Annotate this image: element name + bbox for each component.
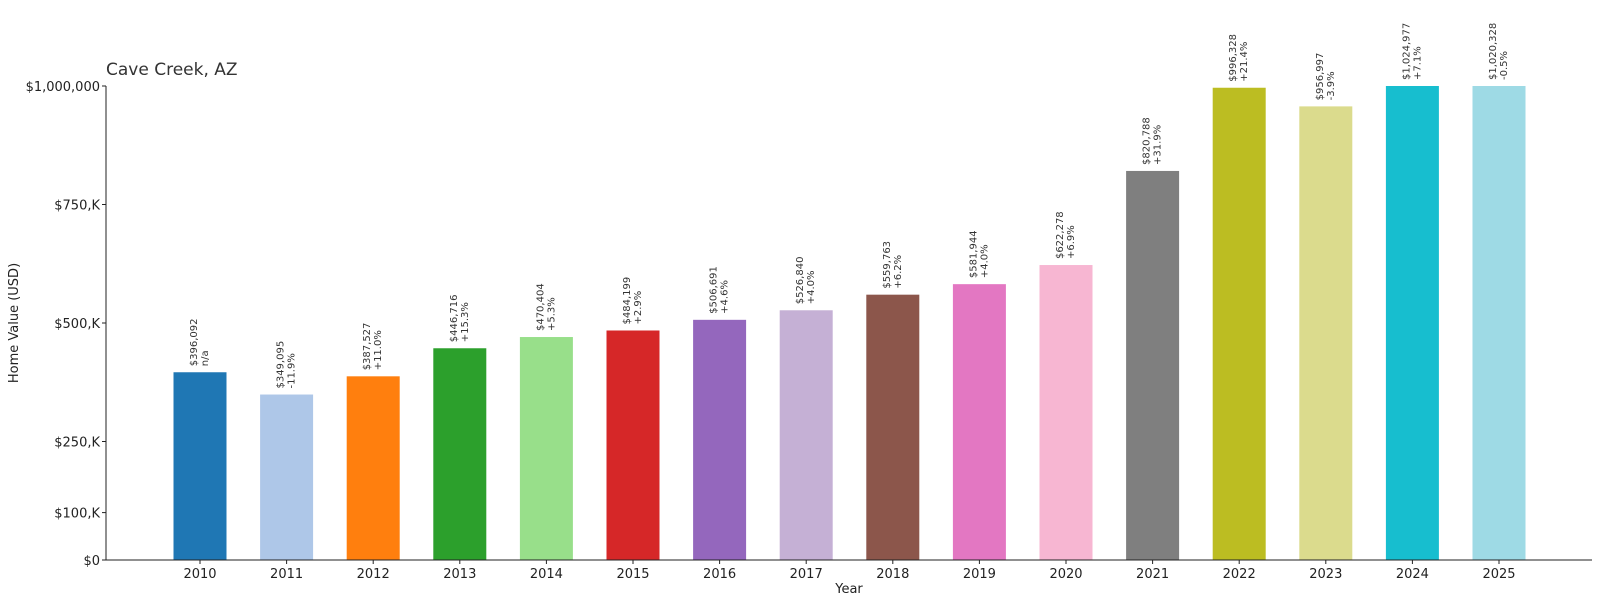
bar-2020 (1039, 265, 1093, 560)
value-label-2010: $396,092 (189, 319, 200, 367)
x-tick-label-2016: 2016 (703, 567, 736, 582)
value-label-2020: $622,278 (1055, 211, 1066, 259)
bar-2015 (606, 330, 660, 560)
data-label-2018: $559,763+6.2% (882, 241, 904, 289)
bar-2025 (1472, 86, 1526, 560)
change-label-2022: +21.4% (1239, 42, 1250, 82)
bar-2024 (1385, 86, 1439, 560)
change-label-2011: -11.9% (287, 353, 298, 388)
bar-2023 (1299, 106, 1353, 560)
data-label-2022: $996,328+21.4% (1228, 34, 1250, 82)
data-label-2014: $470,404+5.3% (535, 283, 557, 331)
value-label-2016: $506,691 (709, 266, 720, 314)
bar-2019 (952, 284, 1006, 560)
bar-2011 (260, 394, 314, 560)
change-label-2019: +4.0% (979, 244, 990, 278)
y-tick-label: $750,K (54, 199, 100, 214)
change-label-2023: -3.9% (1326, 71, 1337, 100)
data-label-2024: $1,024,977+7.1% (1401, 23, 1423, 80)
change-label-2017: +4.0% (806, 270, 817, 304)
change-label-2015: +2.9% (633, 291, 644, 325)
change-label-2024: +7.1% (1412, 46, 1423, 80)
data-label-2011: $349,095-11.9% (276, 341, 298, 389)
y-ticks-group: $0 $100,K $250,K $500,K $750,K $1,000,000 (26, 80, 106, 569)
value-label-2024: $1,024,977 (1401, 23, 1412, 80)
value-label-2022: $996,328 (1228, 34, 1239, 82)
x-tick-label-2017: 2017 (790, 567, 823, 582)
y-tick-label: $1,000,000 (26, 80, 100, 95)
change-label-2018: +6.2% (893, 255, 904, 289)
bar-2012 (346, 376, 400, 560)
change-label-2010: n/a (200, 350, 211, 366)
data-label-2025: $1,020,328-0.5% (1488, 23, 1510, 80)
data-label-2012: $387,527+11.0% (362, 323, 384, 371)
data-label-2023: $956,997-3.9% (1315, 53, 1337, 101)
x-axis-label: Year (834, 582, 863, 597)
value-label-2015: $484,199 (622, 277, 633, 325)
value-label-2021: $820,788 (1142, 117, 1153, 165)
value-label-2018: $559,763 (882, 241, 893, 289)
value-label-2014: $470,404 (535, 283, 546, 331)
bar-2018 (866, 294, 920, 560)
value-label-2017: $526,840 (795, 257, 806, 305)
chart-title: Cave Creek, AZ (106, 60, 238, 80)
x-ticks-group: 2010 2011 2012 2013 2014 2015 2016 2017 2018 2019… (183, 560, 1516, 582)
value-label-2019: $581,944 (968, 230, 979, 278)
x-tick-label-2025: 2025 (1482, 567, 1515, 582)
value-label-2011: $349,095 (276, 341, 287, 389)
change-label-2013: +15.3% (460, 302, 471, 342)
x-tick-label-2022: 2022 (1223, 567, 1256, 582)
value-label-2025: $1,020,328 (1488, 23, 1499, 80)
change-label-2012: +11.0% (373, 330, 384, 370)
y-tick-label: $500,K (54, 317, 100, 332)
x-tick-label-2013: 2013 (443, 567, 476, 582)
x-tick-label-2019: 2019 (963, 567, 996, 582)
y-tick-label: $100,K (54, 507, 100, 522)
change-label-2020: +6.9% (1066, 225, 1077, 259)
bar-2021 (1126, 170, 1180, 561)
y-tick-label: $0 (83, 554, 100, 569)
x-tick-label-2011: 2011 (270, 567, 303, 582)
change-label-2014: +5.3% (546, 297, 557, 331)
x-tick-label-2015: 2015 (616, 567, 649, 582)
data-label-2013: $446,716+15.3% (449, 295, 471, 343)
change-label-2025: -0.5% (1499, 51, 1510, 80)
y-axis-label: Home Value (USD) (7, 263, 22, 383)
bars-group (173, 86, 1526, 561)
value-label-2013: $446,716 (449, 295, 460, 343)
x-tick-label-2021: 2021 (1136, 567, 1169, 582)
data-label-2021: $820,788+31.9% (1142, 117, 1164, 165)
value-label-2023: $956,997 (1315, 53, 1326, 101)
x-tick-label-2010: 2010 (183, 567, 216, 582)
data-label-2020: $622,278+6.9% (1055, 211, 1077, 259)
bar-2013 (433, 348, 487, 560)
value-label-2012: $387,527 (362, 323, 373, 371)
bar-2014 (519, 337, 573, 560)
x-tick-label-2023: 2023 (1309, 567, 1342, 582)
bar-2016 (693, 319, 747, 560)
x-tick-label-2020: 2020 (1049, 567, 1082, 582)
y-tick-label: $250,K (54, 436, 100, 451)
x-tick-label-2012: 2012 (357, 567, 390, 582)
change-label-2021: +31.9% (1153, 125, 1164, 165)
data-label-2016: $506,691+4.6% (709, 266, 731, 314)
data-label-2017: $526,840+4.0% (795, 257, 817, 305)
x-tick-label-2018: 2018 (876, 567, 909, 582)
bar-2022 (1212, 87, 1266, 560)
bar-2017 (779, 310, 833, 560)
data-label-2019: $581,944+4.0% (968, 230, 990, 278)
change-label-2016: +4.6% (720, 280, 731, 314)
data-label-2010: $396,092n/a (189, 319, 211, 367)
data-labels-group: $396,092n/a $349,095-11.9%$387,527+11.0%$… (189, 23, 1510, 389)
data-label-2015: $484,199+2.9% (622, 277, 644, 325)
x-tick-label-2024: 2024 (1396, 567, 1429, 582)
x-tick-label-2014: 2014 (530, 567, 563, 582)
bar-2010 (173, 372, 227, 560)
